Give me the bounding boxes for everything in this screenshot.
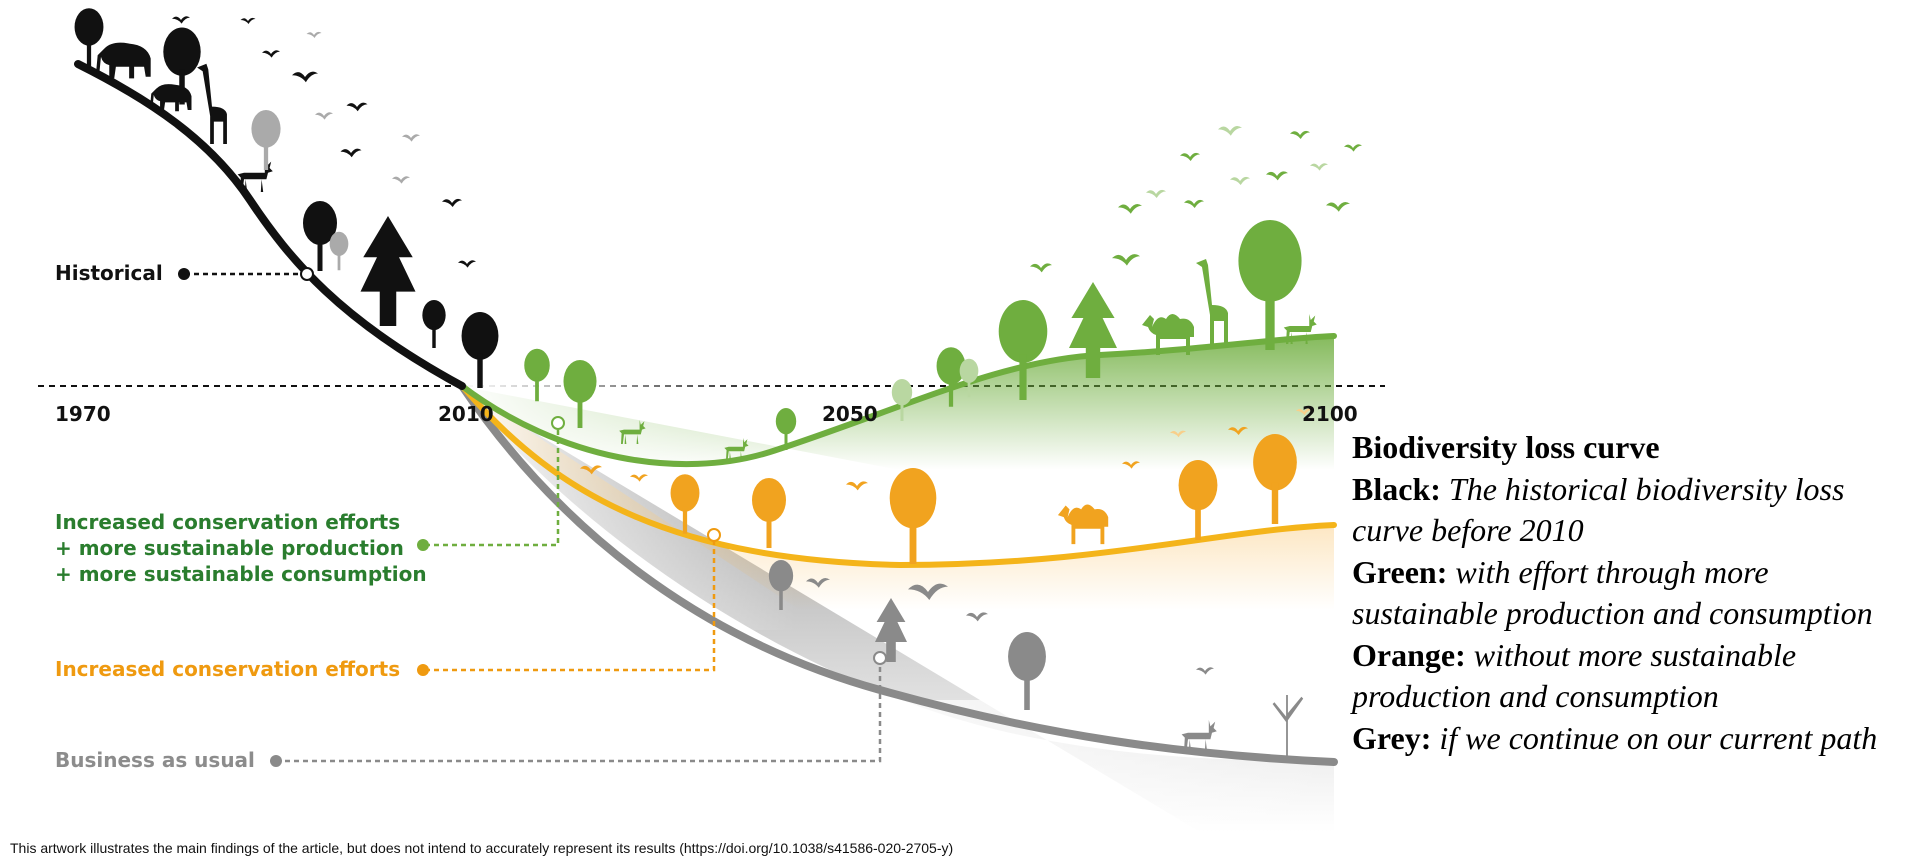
year-label-2010: 2010: [438, 402, 494, 426]
bird-icon: [1112, 254, 1140, 266]
bird-icon: [262, 50, 280, 58]
legend-black: Black: The historical biodiversity loss …: [1352, 469, 1912, 552]
bird-icon: [1344, 144, 1362, 152]
year-label-1970: 1970: [55, 402, 111, 426]
legend-title: Biodiversity loss curve: [1352, 429, 1660, 465]
bird-icon: [392, 176, 410, 184]
legend: Biodiversity loss curve Black: The histo…: [1352, 427, 1912, 759]
orange-curve: [461, 385, 1337, 569]
green-dot: [417, 539, 429, 551]
giraffe-icon: [197, 63, 227, 144]
bird-icon: [1146, 189, 1166, 198]
grey-dot: [270, 755, 282, 767]
bird-icon: [1184, 199, 1204, 208]
tree-icon: [251, 110, 281, 170]
legend-orange-key: Orange:: [1352, 636, 1466, 673]
bird-icon: [1230, 176, 1250, 185]
historical-dot: [178, 268, 190, 280]
legend-green-text: with effort through more sustainable pro…: [1352, 553, 1873, 632]
legend-green-key: Green:: [1352, 553, 1448, 590]
bird-icon: [1118, 204, 1142, 214]
bird-icon: [402, 134, 420, 142]
legend-black-key: Black:: [1352, 470, 1441, 507]
grey-area-fade: [900, 700, 1334, 840]
green-curve: [459, 333, 1337, 468]
historical-curve: [74, 60, 466, 390]
bird-icon: [340, 148, 362, 158]
tree-icon: [360, 216, 416, 326]
elephant-icon: [96, 42, 151, 79]
legend-black-text: The historical biodiversity loss curve b…: [1352, 470, 1845, 549]
bird-icon: [172, 16, 190, 24]
legend-grey-key: Grey:: [1352, 719, 1432, 756]
bird-icon: [1266, 171, 1288, 181]
legend-orange: Orange: without more sustainable product…: [1352, 635, 1912, 718]
bird-icon: [442, 198, 462, 207]
grey-marker: [873, 651, 887, 665]
legend-grey-text: if we continue on our current path: [1439, 719, 1878, 756]
tree-icon: [1008, 632, 1046, 710]
legend-grey: Grey: if we continue on our current path: [1352, 718, 1912, 760]
bird-icon: [1290, 130, 1310, 139]
historical-silhouettes: [74, 8, 499, 388]
year-label-2050: 2050: [822, 402, 878, 426]
orange-label: Increased conservation efforts: [55, 657, 401, 681]
tree-icon: [1253, 434, 1297, 524]
bird-icon: [1326, 202, 1350, 212]
tree-icon: [329, 231, 349, 271]
orange-dot: [417, 664, 429, 676]
historical-marker: [300, 267, 314, 281]
tree-icon: [1178, 460, 1218, 540]
bird-icon: [346, 102, 368, 112]
legend-green: Green: with effort through more sustaina…: [1352, 552, 1912, 635]
footnote: This artwork illustrates the main findin…: [10, 840, 954, 856]
orange-area: [470, 392, 1334, 610]
bird-icon: [458, 260, 476, 268]
bird-icon: [1310, 163, 1328, 171]
green-marker: [551, 416, 565, 430]
green-label-line2: + more sustainable production: [55, 536, 404, 560]
bird-icon: [240, 17, 256, 24]
grey-label: Business as usual: [55, 748, 255, 772]
green-label-line3: + more sustainable consumption: [55, 562, 427, 586]
bird-icon: [306, 31, 322, 38]
camel-icon: [1057, 504, 1109, 545]
bird-icon: [1218, 126, 1242, 136]
bird-icon: [1180, 152, 1200, 161]
orange-marker: [707, 528, 721, 542]
bird-icon: [1196, 667, 1214, 675]
legend-orange-text: without more sustainable production and …: [1352, 636, 1797, 715]
giraffe-icon: [1196, 259, 1228, 345]
historical-label: Historical: [55, 261, 163, 285]
grey-leader: [276, 658, 882, 763]
tree-icon: [422, 300, 446, 348]
bird-icon: [1030, 263, 1052, 273]
year-label-2100: 2100: [1302, 402, 1358, 426]
bird-icon: [315, 112, 333, 120]
orange-leader: [425, 535, 716, 672]
bird-icon: [292, 71, 318, 83]
green-label-line1: Increased conservation efforts: [55, 510, 401, 534]
